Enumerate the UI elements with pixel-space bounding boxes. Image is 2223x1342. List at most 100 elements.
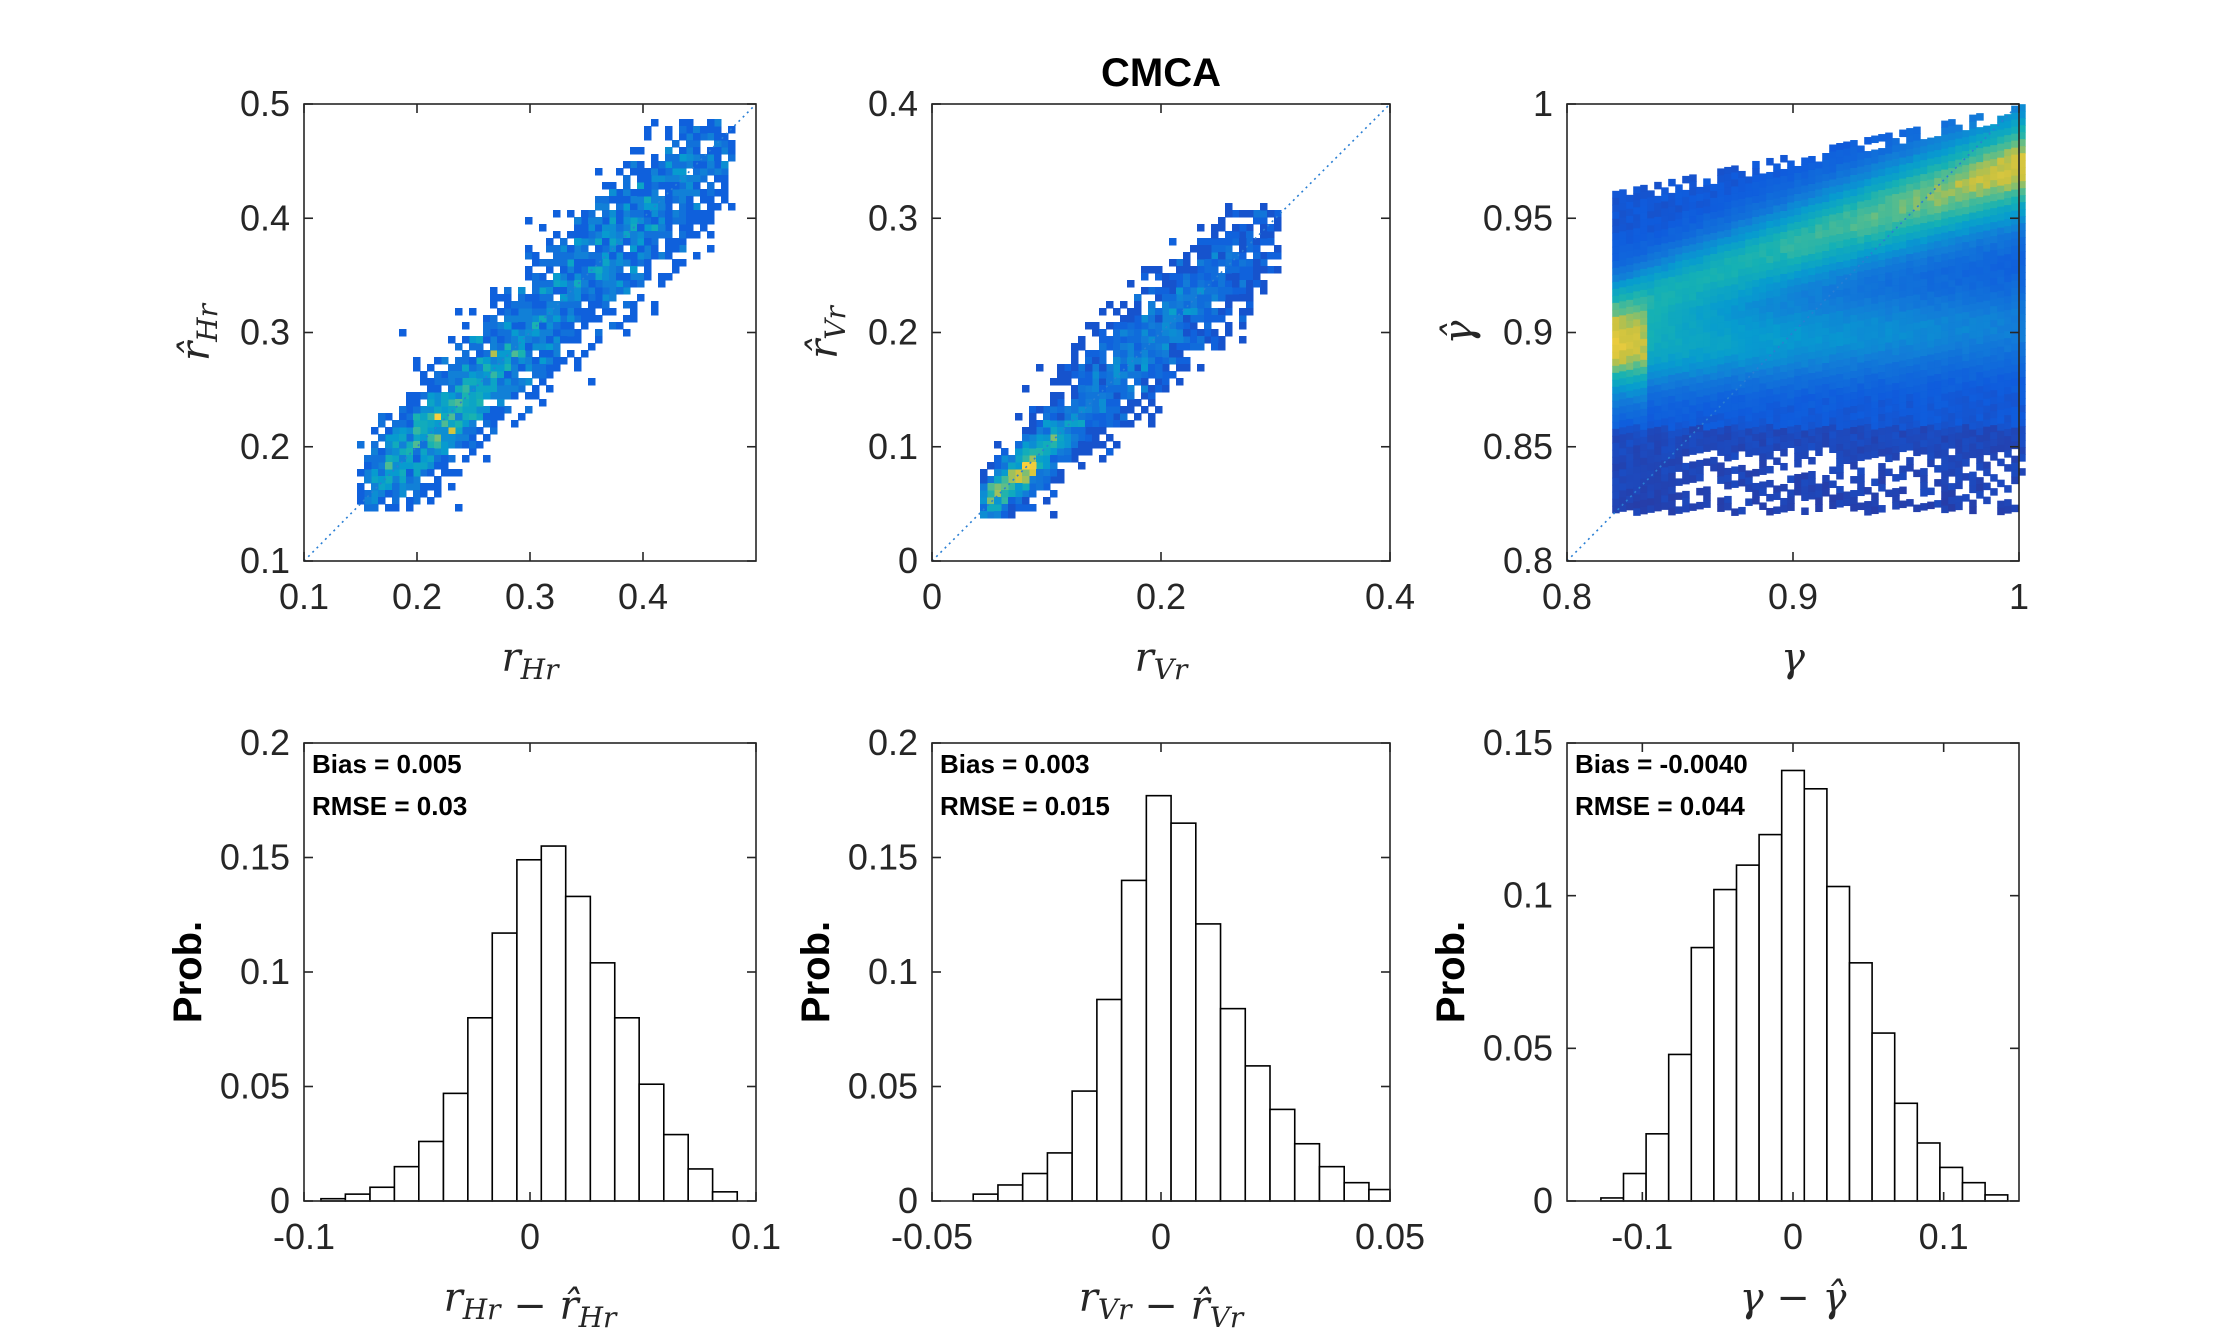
density-cell [1675,205,1683,213]
density-cell [665,168,673,176]
density-cell [1948,126,1956,134]
density-cell [490,329,498,337]
density-cell [1843,344,1851,353]
density-cell [1787,258,1795,266]
density-cell [1745,393,1753,401]
density-cell [1906,149,1914,157]
density-cell [1829,207,1837,216]
density-cell [2004,401,2012,409]
density-cell [1941,211,1949,220]
density-cell [567,259,575,267]
density-cell [427,497,435,505]
density-cell [462,378,470,386]
density-cell [392,427,400,435]
density-cell [1682,441,1690,450]
density-cell [1043,441,1051,449]
density-cell [1983,272,1991,281]
density-cell [1941,232,1949,241]
density-cell [1836,227,1844,235]
density-cell [2011,343,2019,352]
histogram-bar [1645,1133,1670,1202]
density-cell [1850,385,1858,393]
density-cell [1647,281,1655,289]
density-cell [1843,169,1851,178]
density-cell [1766,171,1774,180]
density-cell [1920,342,1928,350]
density-cell [1990,243,1998,251]
density-cell [1113,371,1121,379]
density-cell [1120,385,1128,393]
density-cell [1941,414,1949,423]
density-cell [658,252,666,260]
density-cell [1766,367,1774,376]
density-cell [1962,340,1970,348]
density-cell [1148,266,1156,274]
density-cell [1892,425,1900,433]
density-cell [1885,307,1893,316]
density-cell [1773,275,1781,283]
density-cell [1920,426,1928,434]
density-cell [1766,157,1774,166]
density-cell [1619,259,1627,267]
density-cell [1752,181,1760,190]
density-cell [1113,392,1121,400]
density-cell [1794,207,1802,216]
density-cell [1724,425,1732,434]
density-cell [1920,419,1928,427]
density-cell [1647,463,1655,471]
density-cell [1969,149,1977,158]
density-cell [651,252,659,260]
density-cell [1892,257,1900,265]
density-cell [1906,345,1914,353]
density-cell [1969,380,1977,389]
density-cell [525,273,533,281]
density-cell [1941,176,1949,185]
density-cell [1612,372,1620,381]
density-cell [357,497,365,505]
density-cell [1899,199,1907,208]
density-cell [1920,230,1928,238]
density-cell [1962,172,1970,180]
density-cell [1675,506,1683,514]
density-cell [525,350,533,358]
density-cell [686,217,694,225]
density-cell [560,301,568,309]
density-cell [672,154,680,162]
density-cell [1962,459,1970,467]
density-cell [1183,343,1191,351]
density-cell [1948,133,1956,141]
density-cell [1703,283,1711,291]
density-cell [994,441,1002,449]
density-cell [1990,138,1998,146]
y-tick-label: 0.2 [868,722,918,763]
density-cell [1990,355,1998,363]
density-cell [1085,399,1093,407]
density-cell [1633,284,1641,292]
histogram-bar [393,1165,420,1202]
density-cell [1675,254,1683,262]
density-cell [1787,314,1795,322]
density-cell [1850,154,1858,162]
density-cell [567,280,575,288]
density-cell [574,217,582,225]
density-cell [1941,225,1949,234]
density-cell [1717,343,1725,351]
density-cell [1836,220,1844,228]
density-cell [1913,259,1921,268]
density-cell [1801,220,1809,228]
density-cell [1808,421,1816,430]
density-cell [1934,423,1942,431]
density-cell [427,434,435,442]
density-cell [1057,448,1065,456]
density-cell [2004,275,2012,283]
density-cell [1920,356,1928,364]
density-cell [1640,261,1648,270]
density-cell [1731,270,1739,278]
density-cell [623,287,631,295]
density-cell [1050,455,1058,463]
density-cell [1099,441,1107,449]
density-cell [1997,234,2005,243]
density-cell [1190,266,1198,274]
density-cell [1997,388,2005,397]
density-cell [658,203,666,211]
